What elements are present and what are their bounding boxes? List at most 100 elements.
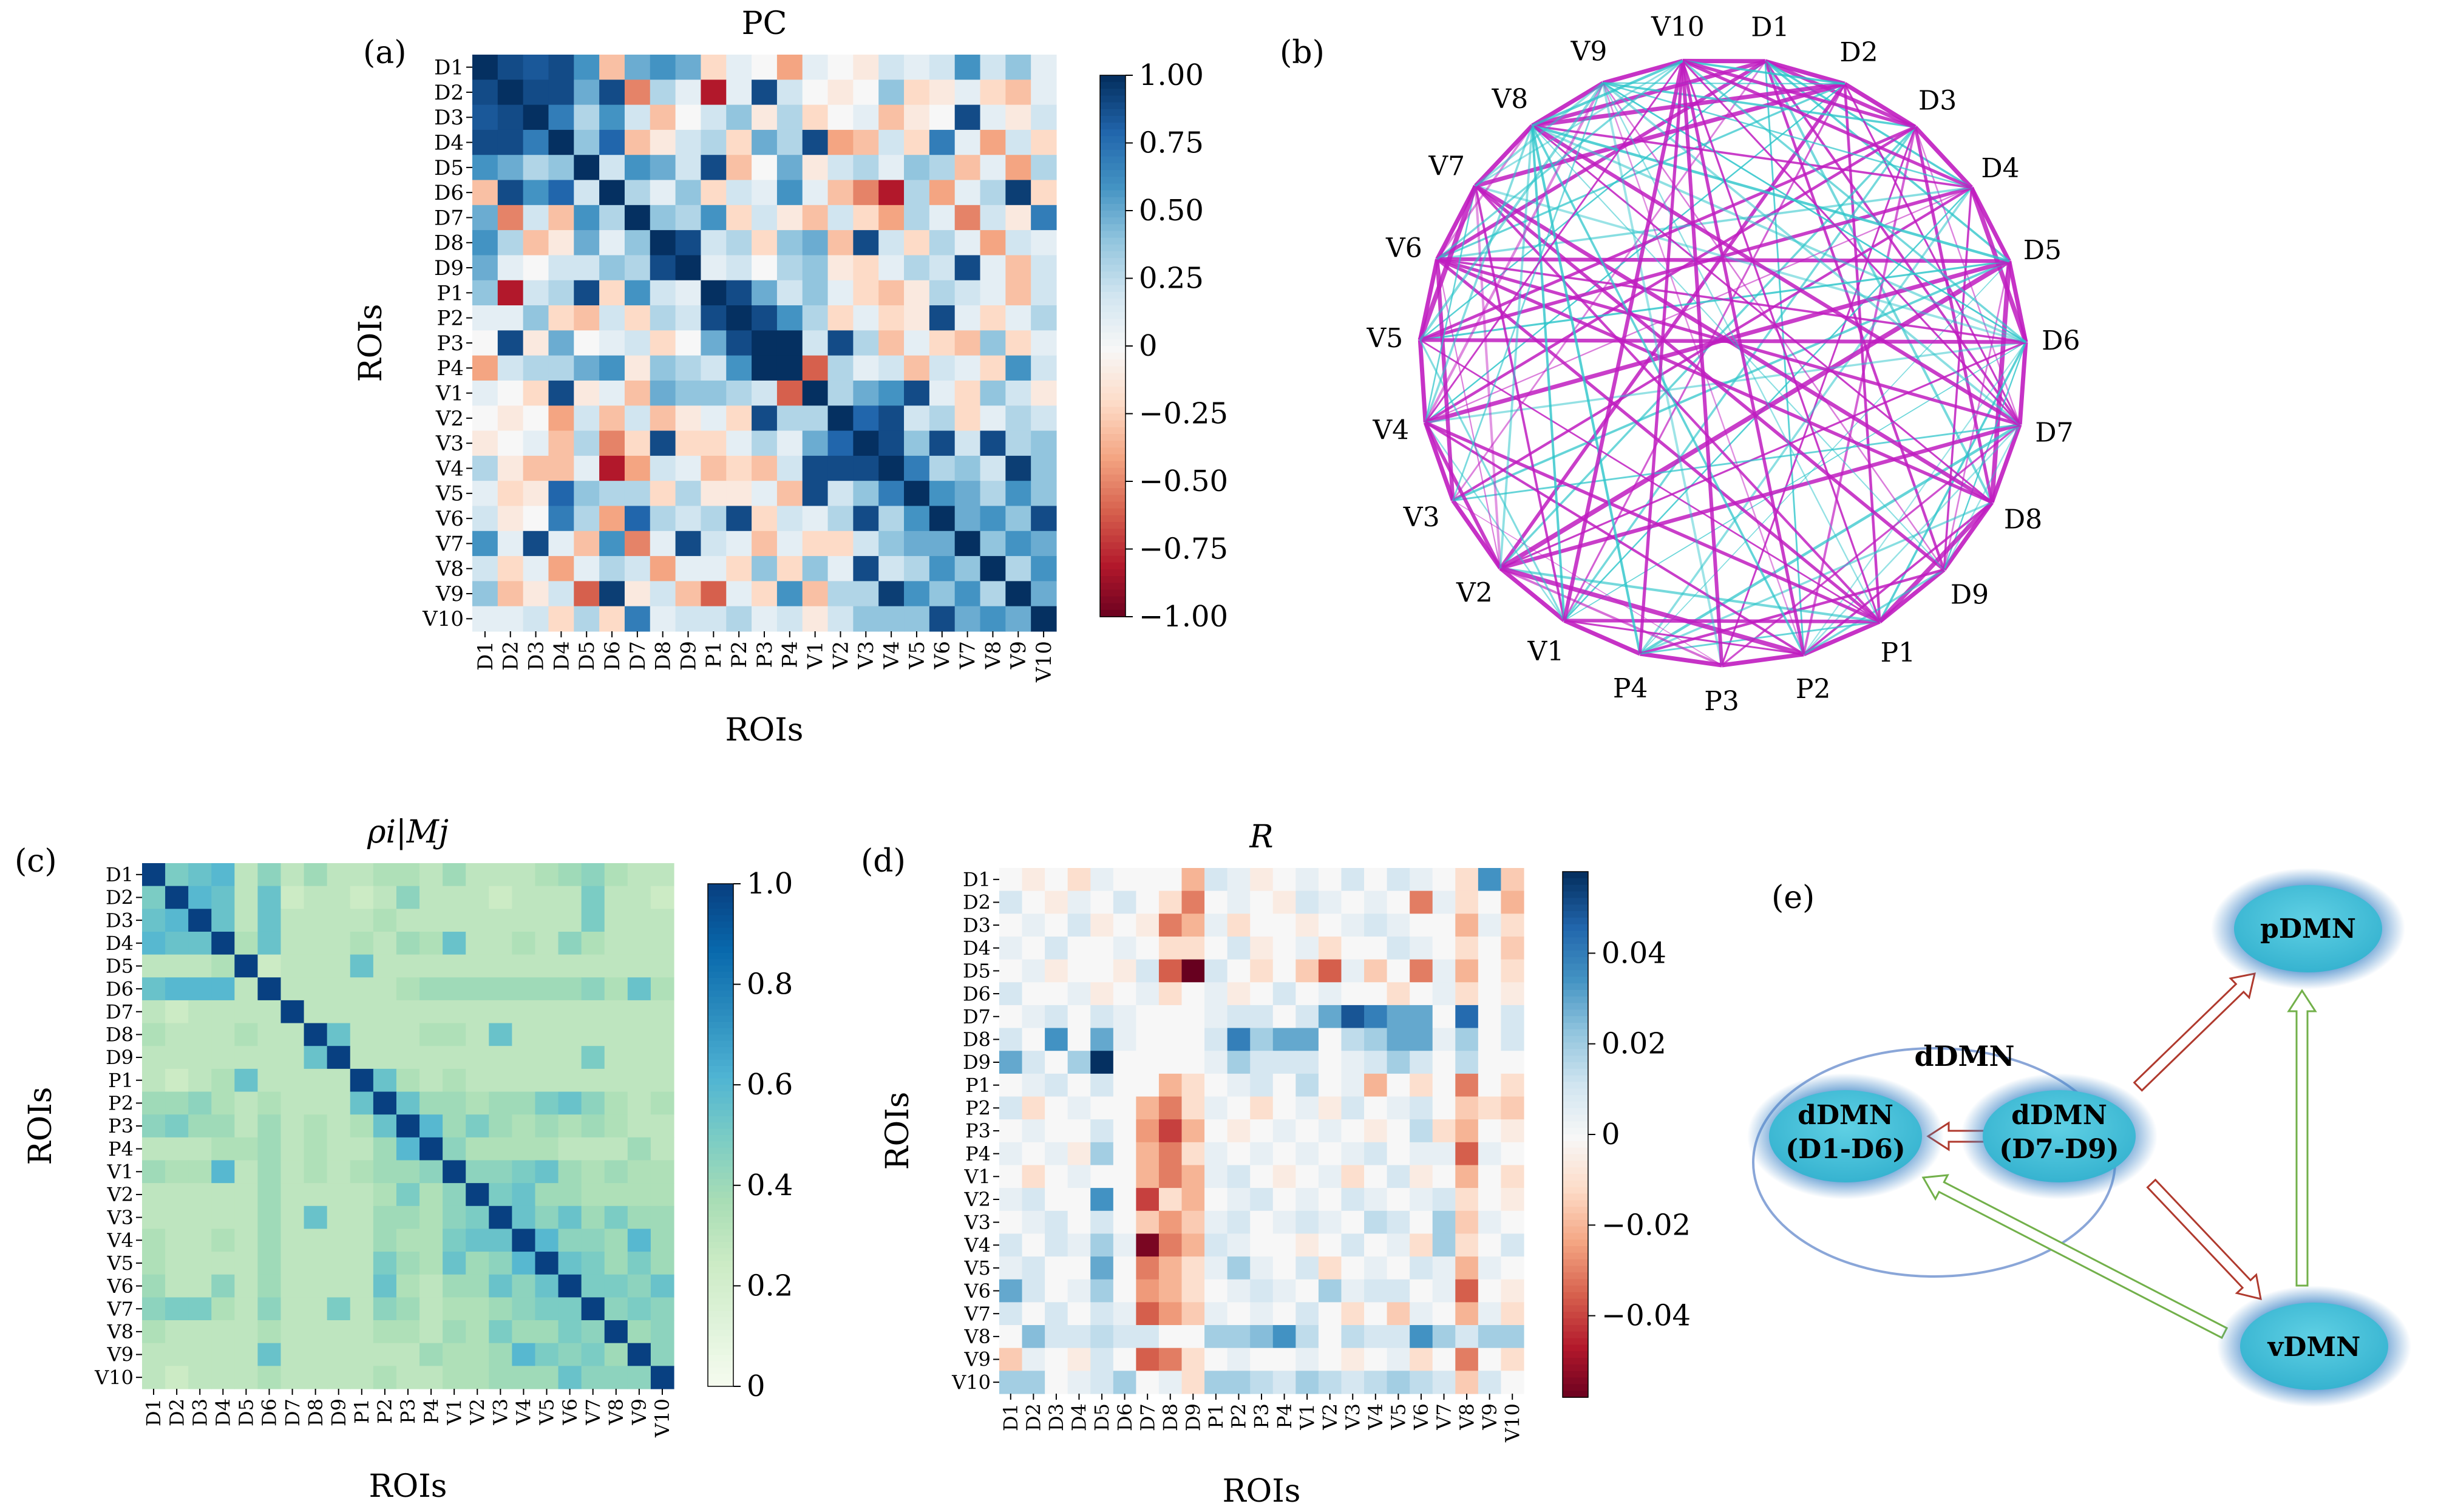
heatmap-cell [558, 1320, 582, 1344]
colorbar-segment [1100, 461, 1126, 469]
heatmap-cell [581, 1160, 605, 1184]
heatmap-cell [142, 1297, 166, 1321]
heatmap-cell [999, 868, 1023, 892]
heatmap-cell [1204, 1028, 1228, 1051]
colorbar-segment [1100, 508, 1126, 516]
heatmap-cell [604, 954, 628, 978]
heatmap-cell [980, 481, 1006, 507]
heatmap-cell [827, 506, 854, 532]
heatmap-cell [1067, 1073, 1091, 1097]
heatmap-cell [701, 330, 727, 356]
colorbar-segment [1563, 1056, 1588, 1063]
heatmap-cell [650, 909, 674, 932]
heatmap-cell [489, 1229, 512, 1252]
y-tick-label: V4 [107, 1229, 134, 1252]
network-node-label: D1 [1751, 12, 1789, 42]
heatmap-cell [1432, 982, 1456, 1006]
heatmap-cell [142, 1274, 166, 1298]
heatmap-cell [1022, 890, 1045, 914]
heatmap-cell [752, 606, 778, 632]
heatmap-cell [675, 55, 702, 80]
heatmap-cell [574, 80, 600, 106]
heatmap-cell [1387, 1233, 1410, 1257]
heatmap-cell [1501, 1279, 1524, 1303]
heatmap-cell [726, 80, 752, 106]
heatmap-cell [1113, 1325, 1136, 1349]
heatmap-cell [512, 1229, 536, 1252]
colorbar-segment [1100, 441, 1126, 449]
heatmap-cell [1113, 1005, 1136, 1029]
heatmap-cell [1455, 1210, 1479, 1235]
heatmap-cell [165, 863, 189, 887]
colorbar-segment [1563, 1062, 1588, 1070]
heatmap-cell [234, 1274, 259, 1298]
heatmap-cell [827, 380, 854, 406]
heatmap-cell [604, 1274, 628, 1298]
heatmap-cell [604, 1137, 628, 1161]
network-edge [1425, 421, 1881, 623]
heatmap-cell [280, 863, 305, 887]
heatmap-cell [904, 380, 930, 406]
heatmap-cell [142, 1320, 166, 1344]
heatmap-cell [980, 380, 1006, 406]
panel-label-d: (d) [861, 843, 906, 880]
heatmap-cell [1090, 890, 1114, 914]
heatmap-cell [650, 80, 676, 106]
heatmap-cell [581, 1274, 605, 1298]
x-tick-label: D1 [142, 1398, 165, 1426]
heatmap-cell [1501, 1188, 1524, 1212]
heatmap-cell [419, 909, 443, 932]
heatmap-cell [535, 931, 559, 955]
network-edge [1531, 125, 1805, 655]
heatmap-cell [999, 1005, 1023, 1029]
heatmap-cell [548, 280, 574, 306]
heatmap-cell [624, 430, 651, 456]
heatmap-cell [1204, 1302, 1228, 1326]
heatmap-cell [1005, 556, 1031, 581]
colorbar-segment [708, 896, 733, 903]
heatmap-cell [1113, 1348, 1136, 1371]
heatmap-cell [1045, 1005, 1068, 1029]
colorbar-segment [1563, 1154, 1588, 1162]
heatmap-cell [350, 931, 374, 955]
y-tick-label: D2 [963, 891, 991, 914]
heatmap-cell [1410, 1325, 1433, 1349]
heatmap-cell [954, 305, 981, 331]
y-tick-label: D1 [963, 868, 991, 891]
heatmap-cell [1067, 936, 1091, 960]
x-tick-label: D5 [575, 641, 599, 671]
colorbar-segment [1563, 1226, 1588, 1234]
heatmap-cell [980, 330, 1006, 356]
network-edge [1473, 124, 1534, 188]
heatmap-cell [1501, 1210, 1524, 1235]
heatmap-cell [802, 430, 829, 456]
y-tick-label: D2 [434, 81, 464, 105]
heatmap-cell [980, 129, 1006, 155]
heatmap-cell [280, 1366, 305, 1389]
colorbar-segment [1100, 495, 1126, 503]
heatmap-cell [188, 954, 212, 978]
colorbar-segment [708, 1072, 733, 1079]
heatmap-cell [599, 606, 625, 632]
heatmap-cell [1250, 890, 1274, 914]
heatmap-cell [489, 1137, 512, 1161]
heatmap-cell [1432, 1165, 1456, 1188]
heatmap-cell [548, 455, 574, 481]
panel-label-c: (c) [15, 843, 57, 880]
heatmap-cell [802, 205, 829, 231]
heatmap-cell [535, 1297, 559, 1321]
heatmap-cell [535, 1320, 559, 1344]
heatmap-cell [624, 455, 651, 481]
heatmap-cell [234, 886, 259, 909]
heatmap-cell [999, 1028, 1023, 1051]
heatmap-cell [1113, 1371, 1136, 1394]
heatmap-cell [627, 1091, 651, 1115]
heatmap-cell [327, 1274, 351, 1298]
heatmap-cell [489, 1366, 512, 1389]
heatmap-cell [599, 531, 625, 557]
heatmap-cell [1364, 1210, 1388, 1235]
heatmap-cell [304, 1068, 328, 1093]
arrow-shape [1921, 1174, 2229, 1340]
heatmap-cell [234, 1114, 259, 1138]
heatmap-cell [1136, 1348, 1160, 1371]
